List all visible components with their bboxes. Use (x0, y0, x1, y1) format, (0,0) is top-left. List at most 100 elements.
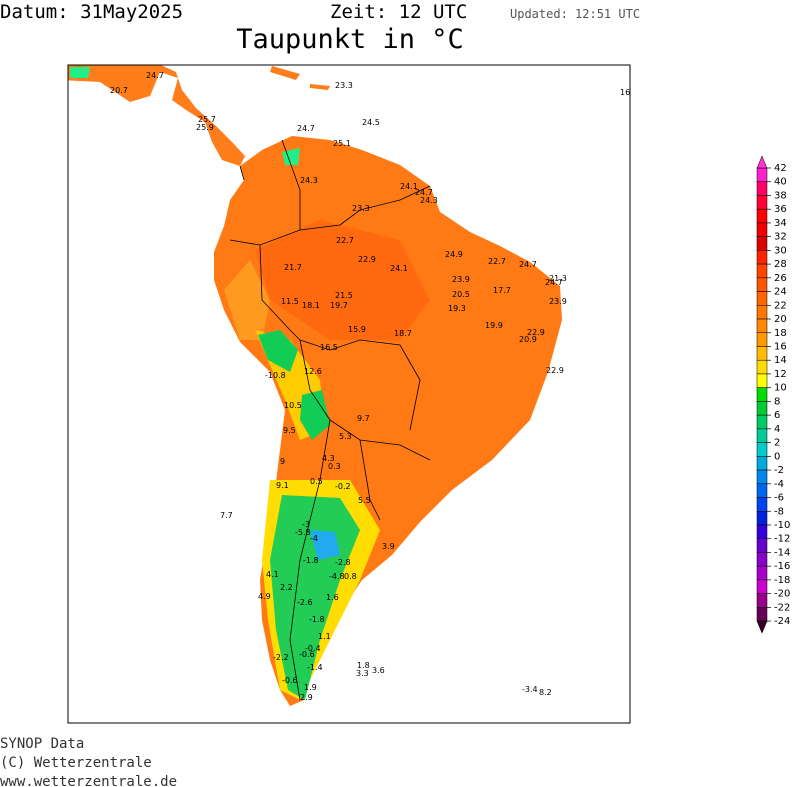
station-value: 9.5 (283, 426, 296, 435)
color-segment (756, 538, 768, 553)
color-segment (756, 263, 768, 279)
station-value: 24.5 (362, 118, 380, 127)
color-segment (756, 346, 768, 361)
tick-label: 22 (774, 300, 787, 311)
color-segment (756, 414, 768, 430)
station-value: -1.8 (303, 556, 319, 565)
time: Zeit: 12 UTC (330, 1, 467, 23)
tick-label: -16 (774, 561, 790, 572)
station-value: 19.3 (448, 304, 466, 313)
map-area (68, 65, 562, 706)
color-segment (756, 208, 768, 224)
station-value: 20.9 (519, 335, 537, 344)
station-value: -2.6 (297, 598, 313, 607)
station-value: -2.2 (273, 653, 289, 662)
tick-label: 26 (774, 273, 787, 284)
station-value: 23.3 (352, 204, 370, 213)
footer-line: SYNOP Data (0, 736, 84, 752)
tick-label: 28 (774, 259, 787, 270)
color-segment (756, 442, 768, 457)
station-value: 22.9 (546, 366, 564, 375)
tick-label: 2 (774, 438, 780, 449)
station-value: 24.9 (445, 250, 463, 259)
station-value: 24.7 (297, 124, 315, 133)
tick-label: 10 (774, 383, 787, 394)
color-segment (756, 469, 768, 485)
tick-label: 18 (774, 328, 787, 339)
color-segment (756, 359, 768, 375)
under-arrow (756, 620, 768, 634)
station-value: -0.4 (305, 644, 321, 653)
station-value: 17.7 (493, 286, 511, 295)
tick-label: -6 (774, 493, 784, 504)
tick-label: 36 (774, 204, 787, 215)
station-value: 24.3 (300, 176, 318, 185)
map-title: Taupunkt in °C (236, 24, 464, 55)
amazon-zone (255, 220, 430, 340)
islands (270, 66, 330, 90)
legend: 424038363432302826242220181614121086420-… (756, 155, 790, 634)
andes-zone (224, 260, 270, 340)
updated: Updated: 12:51 UTC (510, 7, 640, 21)
color-segment (756, 579, 768, 594)
station-value: 21.5 (335, 291, 353, 300)
station-value: 23.9 (549, 297, 567, 306)
color-segment (756, 318, 768, 334)
station-value: 25.1 (333, 139, 351, 148)
tick-label: 24 (774, 287, 787, 298)
station-value: -0.6 (282, 676, 298, 685)
over-arrow (756, 155, 768, 169)
station-value: -1.8 (309, 615, 325, 624)
station-value: 24.3 (420, 196, 438, 205)
station-value: 23.9 (452, 275, 470, 284)
tick-label: 34 (774, 218, 787, 229)
color-segment (756, 607, 768, 622)
color-segment (756, 483, 768, 498)
station-layer: 20.7 24.7 25.725.9 23.3 24.5 24.7 25.1 24.3 23.3… (110, 71, 630, 702)
color-segment (756, 387, 768, 402)
tick-label: -18 (774, 575, 790, 586)
color-segment (756, 305, 768, 320)
station-value: 0.3 (328, 462, 341, 471)
station-value: 1.8 (357, 661, 370, 670)
station-value: 10.5 (284, 401, 302, 410)
tick-label: 16 (774, 341, 787, 352)
blue-zone (310, 530, 340, 560)
station-value: 8.2 (539, 688, 552, 697)
tick-label: -24 (774, 616, 790, 627)
station-value: 24.7 (519, 260, 537, 269)
station-value: 19.9 (485, 321, 503, 330)
color-segment (756, 277, 768, 292)
color-segment (756, 373, 768, 388)
station-value: 0.8 (344, 572, 357, 581)
tick-label: 38 (774, 190, 787, 201)
station-value: -4.8 (329, 572, 345, 581)
tick-label: 8 (774, 396, 780, 407)
station-value: 25.9 (196, 123, 214, 132)
station-value: 11.5 (281, 297, 299, 306)
tick-label: 6 (774, 410, 780, 421)
tick-label: -8 (774, 506, 784, 517)
station-value: 25.7 (198, 115, 216, 124)
station-value: 21.3 (549, 274, 567, 283)
station-value: 3.6 (372, 666, 385, 675)
tick-label: 14 (774, 355, 787, 366)
station-value: 4.1 (266, 570, 279, 579)
tick-label: 0 (774, 451, 780, 462)
station-value: 15.9 (348, 325, 366, 334)
station-value: 1.6 (326, 593, 339, 602)
color-segment (756, 222, 768, 237)
station-value: 12.6 (304, 367, 322, 376)
station-value: 18.7 (394, 329, 412, 338)
color-segment (756, 593, 768, 608)
station-value: -0.2 (335, 482, 351, 491)
tick-label: -10 (774, 520, 790, 531)
station-value: 24.1 (400, 182, 418, 191)
map-frame (67, 64, 631, 724)
station-value: 24.1 (390, 264, 408, 273)
tick-label: -20 (774, 589, 790, 600)
station-value: 20.5 (452, 290, 470, 299)
color-segment (756, 497, 768, 512)
station-value: 22.7 (488, 257, 506, 266)
